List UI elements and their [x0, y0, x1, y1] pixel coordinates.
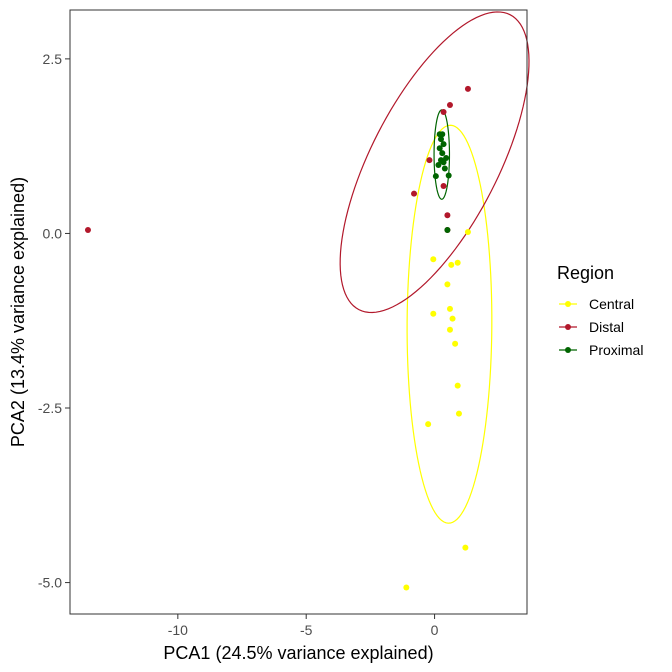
point-distal [440, 108, 447, 115]
point-proximal [436, 145, 443, 152]
legend-key-point [565, 347, 571, 353]
point-central [446, 326, 453, 333]
y-axis-label: PCA2 (13.4% variance explained) [8, 177, 28, 447]
confidence-ellipses [339, 11, 530, 524]
legend: Region Central Distal Proximal [557, 263, 643, 358]
legend-key-point [565, 301, 571, 307]
y-tick-label: -2.5 [38, 400, 62, 416]
point-central [449, 315, 456, 322]
point-central [448, 261, 455, 268]
point-proximal [440, 159, 447, 166]
x-axis: -10 -5 0 [168, 614, 439, 638]
point-central [452, 340, 459, 347]
point-central [403, 584, 410, 591]
legend-title: Region [557, 263, 614, 283]
point-proximal [440, 141, 447, 148]
y-axis: 2.5 0.0 -2.5 -5.0 [38, 51, 70, 591]
point-proximal [435, 162, 442, 169]
point-proximal [439, 150, 446, 157]
point-central [430, 256, 437, 263]
point-central [464, 229, 471, 236]
ellipse-proximal [433, 109, 451, 200]
legend-item-distal: Distal [559, 319, 624, 335]
legend-item-central: Central [559, 296, 634, 312]
plot-panel-border [69, 9, 528, 615]
point-proximal [441, 165, 448, 172]
point-distal [426, 157, 433, 164]
point-proximal [437, 136, 444, 143]
ellipse-central [406, 124, 493, 524]
point-distal [464, 85, 471, 92]
legend-label: Distal [589, 319, 624, 335]
ellipse-distal [339, 11, 530, 314]
x-axis-label: PCA1 (24.5% variance explained) [163, 643, 433, 663]
legend-item-proximal: Proximal [559, 342, 643, 358]
point-distal [411, 190, 418, 197]
point-central [454, 382, 461, 389]
legend-key-point [565, 324, 571, 330]
point-central [446, 305, 453, 312]
point-central [462, 544, 469, 551]
point-proximal [432, 173, 439, 180]
x-tick-label: -10 [168, 622, 188, 638]
point-central [425, 421, 432, 428]
point-central [444, 281, 451, 288]
y-tick-label: 0.0 [43, 225, 63, 241]
legend-label: Central [589, 296, 634, 312]
point-central [455, 410, 462, 417]
point-proximal [444, 226, 451, 233]
y-tick-label: -5.0 [38, 575, 62, 591]
point-distal [84, 226, 91, 233]
point-central [454, 259, 461, 266]
point-proximal [445, 172, 452, 179]
point-distal [446, 101, 453, 108]
point-proximal [439, 131, 446, 138]
legend-label: Proximal [589, 342, 643, 358]
x-tick-label: 0 [431, 622, 439, 638]
y-tick-label: 2.5 [43, 51, 63, 67]
point-distal [444, 212, 451, 219]
point-distal [440, 182, 447, 189]
data-points [84, 85, 471, 591]
x-tick-label: -5 [300, 622, 313, 638]
point-central [430, 310, 437, 317]
